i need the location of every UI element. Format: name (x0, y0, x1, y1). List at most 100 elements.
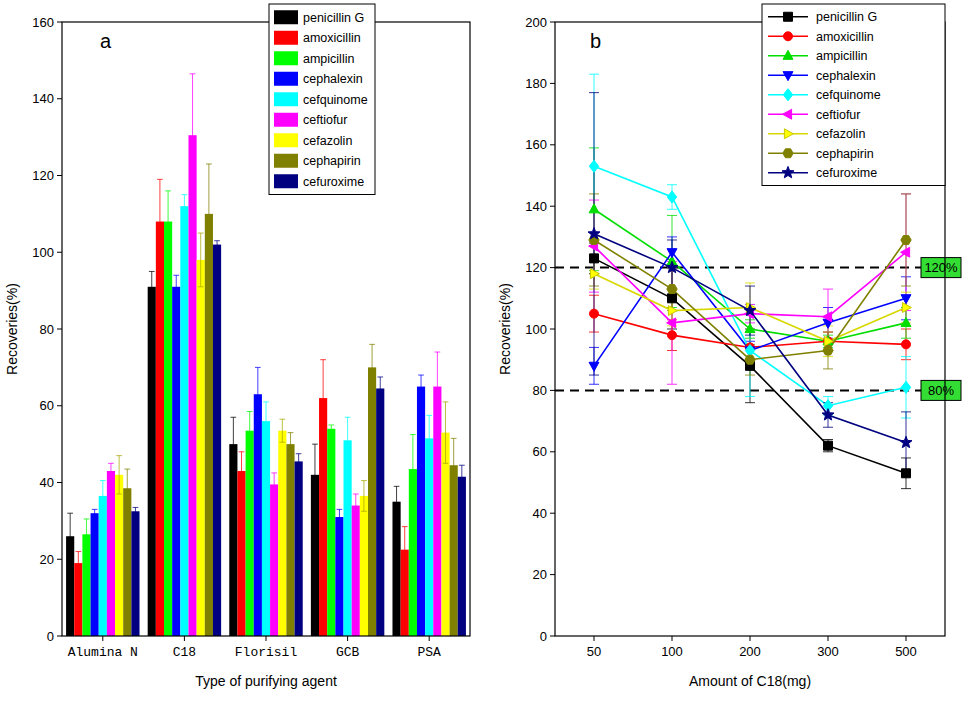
error-bar (116, 456, 122, 494)
legend-box (762, 4, 945, 186)
marker (590, 254, 599, 263)
series-line (594, 166, 906, 405)
error-bar (157, 179, 163, 263)
x-tick (429, 636, 430, 641)
legend-label: cephalexin (816, 69, 876, 83)
marker (744, 304, 756, 315)
y-tick-label: 140 (525, 199, 547, 214)
legend-marker (784, 12, 793, 21)
error-bar (394, 486, 400, 517)
bar (327, 429, 335, 636)
error-bar (84, 519, 90, 550)
marker (902, 469, 911, 478)
error-bar (328, 425, 334, 433)
error-bar (206, 164, 212, 264)
error-bar (745, 286, 755, 335)
legend-label: cefuroxime (303, 175, 364, 189)
legend-label: cephapirin (816, 147, 874, 161)
marker (824, 336, 833, 346)
y-tick (57, 405, 62, 406)
bar (188, 135, 196, 636)
error-bar (100, 481, 106, 512)
legend-label: cephapirin (303, 154, 361, 168)
x-tick (347, 636, 348, 641)
error-bar (459, 465, 465, 488)
y-tick-label: 140 (32, 91, 54, 106)
y-tick (57, 175, 62, 176)
legend-label: ampicillin (303, 52, 354, 66)
marker (668, 306, 677, 316)
bar (270, 484, 278, 636)
y-tick (57, 482, 62, 483)
error-bar (418, 375, 424, 398)
marker (901, 381, 910, 393)
error-bar (239, 452, 245, 490)
error-bar (451, 438, 457, 492)
annotation-box (921, 380, 961, 400)
marker (745, 355, 755, 364)
bar (213, 245, 221, 636)
marker (901, 247, 910, 257)
marker (901, 235, 911, 244)
bar (344, 440, 352, 636)
marker (590, 269, 599, 279)
bar (368, 367, 376, 636)
bar (91, 513, 99, 636)
bar (148, 287, 156, 636)
legend-swatch (274, 92, 298, 106)
y-tick-label: 200 (525, 15, 547, 30)
error-bar (823, 326, 833, 357)
legend-label: cefuroxime (816, 166, 877, 180)
legend-label: penicillin G (303, 11, 364, 25)
bar (295, 461, 303, 636)
marker (822, 409, 834, 420)
error-bar (190, 74, 196, 197)
error-bar (745, 344, 755, 375)
x-tick (184, 636, 185, 641)
error-bar (667, 215, 677, 307)
x-tick-label: C18 (173, 645, 196, 660)
marker (902, 340, 911, 349)
error-bar (231, 417, 237, 471)
marker (589, 204, 599, 213)
y-tick-label: 20 (533, 567, 547, 582)
error-bar (320, 360, 326, 437)
error-bar (296, 454, 302, 469)
legend-label: cefazolin (816, 127, 865, 141)
x-tick-label: PSA (417, 645, 441, 660)
marker (667, 285, 677, 294)
error-bar (312, 444, 318, 505)
marker (668, 331, 677, 340)
bar (131, 511, 139, 636)
y-tick (57, 22, 62, 23)
error-bar (133, 507, 139, 515)
legend-label: cefazolin (303, 134, 352, 148)
marker (824, 441, 833, 450)
marker (823, 346, 833, 355)
plot-frame (62, 22, 470, 636)
legend-swatch (274, 31, 298, 45)
x-tick-label: Florisil (235, 645, 298, 660)
y-tick-label: 60 (40, 398, 54, 413)
bar (360, 496, 368, 636)
y-tick-label: 180 (525, 76, 547, 91)
error-bar (901, 412, 911, 473)
marker (588, 228, 600, 239)
bar (254, 394, 262, 636)
annotation-label: 120% (924, 260, 958, 275)
y-tick-label: 40 (533, 506, 547, 521)
y-tick (550, 513, 555, 514)
bar (458, 477, 466, 636)
marker (745, 324, 755, 333)
legend: penicillin Gamoxicillinampicillincephale… (762, 4, 945, 186)
y-tick-label: 160 (525, 137, 547, 152)
marker (667, 318, 676, 328)
error-bar (823, 332, 833, 369)
bar (286, 444, 294, 636)
marker (667, 191, 676, 203)
legend-marker (784, 32, 793, 41)
bar (376, 388, 384, 636)
y-tick-label: 80 (40, 322, 54, 337)
series-line (594, 240, 906, 360)
x-tick (750, 636, 751, 641)
